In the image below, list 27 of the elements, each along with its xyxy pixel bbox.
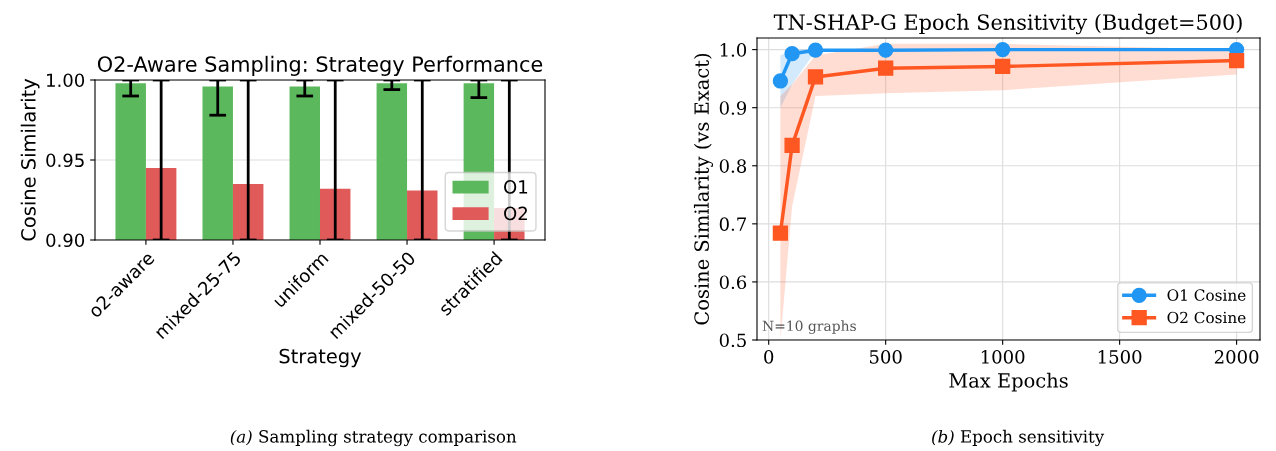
y-tick-label: 0.6 <box>719 275 747 290</box>
text: (b) Epoch sensitivity <box>932 429 1105 447</box>
legend-label: O1 <box>504 180 528 194</box>
y-tick-label: 1.00 <box>47 73 85 88</box>
y-axis-title: Cosine Similarity <box>20 78 40 241</box>
x-tick-label: 1500 <box>1098 350 1142 364</box>
y-tick-label: 0.5 <box>719 333 746 348</box>
x-tick-label: 1000 <box>981 350 1025 364</box>
text: (a) Sampling strategy comparison <box>230 429 517 447</box>
y-axis-title: Cosine Similarity (vs Exact) <box>693 53 714 325</box>
legend-label: O1 Cosine <box>1167 289 1246 301</box>
y-tick-label: 1.0 <box>720 43 747 57</box>
chart-title: O2-Aware Sampling: Strategy Performance <box>97 55 543 76</box>
x-axis-title: Max Epochs <box>949 372 1068 392</box>
x-tick-label: 500 <box>869 350 902 364</box>
y-tick-label: 0.8 <box>719 159 747 173</box>
annotation: N=10 graphs <box>762 320 856 334</box>
x-tick-label: 0 <box>764 350 774 364</box>
x-axis-title: Strategy <box>279 348 362 368</box>
y-tick-label: 0.90 <box>46 233 85 248</box>
chart-title: TN-SHAP-G Epoch Sensitivity (Budget=500) <box>773 13 1242 35</box>
x-tick-label: 2000 <box>1214 350 1259 364</box>
y-tick-label: 0.95 <box>46 153 84 168</box>
y-tick-label: 0.9 <box>719 101 747 115</box>
legend-label: O2 Cosine <box>1167 311 1246 324</box>
legend-label: O2 <box>504 206 527 221</box>
y-tick-label: 0.7 <box>719 217 746 231</box>
